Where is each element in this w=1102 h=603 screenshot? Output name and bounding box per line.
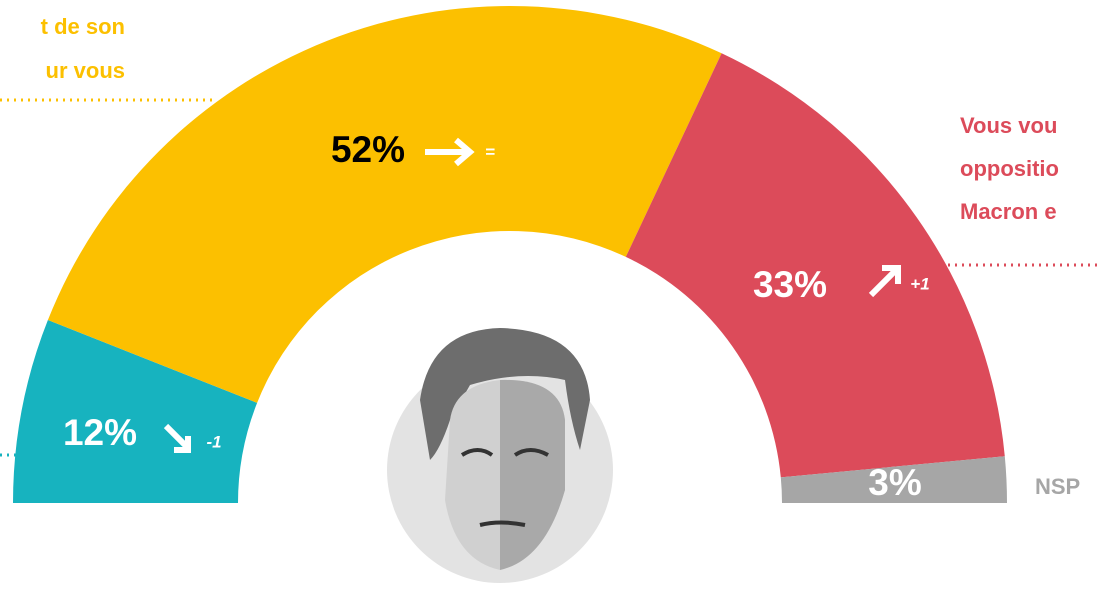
chart: 12% -1 52% = 33% +1 3% t de son ur vous Vous vou o…: [0, 0, 1102, 603]
portrait: [387, 328, 613, 583]
donut-segment: [48, 6, 722, 403]
category-label: oppositio: [960, 156, 1059, 181]
category-label: Vous vou: [960, 113, 1057, 138]
value-label: 33%: [753, 264, 827, 305]
category-label: ur vous: [46, 58, 125, 83]
category-label: NSP: [1035, 474, 1080, 499]
value-label: 12%: [63, 412, 137, 453]
category-label: Macron e: [960, 199, 1057, 224]
change-label: =: [485, 142, 495, 161]
value-label: 52%: [331, 129, 405, 170]
category-label: t de son: [41, 14, 125, 39]
value-label: 3%: [868, 462, 921, 503]
change-label: +1: [910, 274, 929, 293]
change-label: -1: [206, 432, 221, 451]
